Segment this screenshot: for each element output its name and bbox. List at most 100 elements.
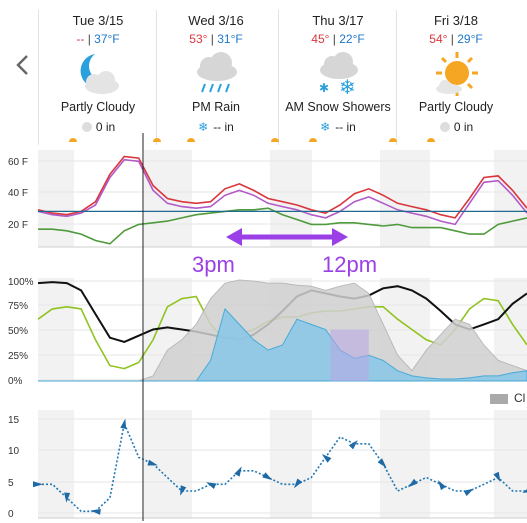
day-temps: 53° | 31°F	[189, 32, 243, 46]
annotation-right-label: 12pm	[322, 252, 378, 277]
svg-text:✱: ✱	[319, 81, 329, 95]
svg-text:❄: ❄	[339, 77, 356, 96]
moon-cloud-icon	[80, 54, 119, 94]
annotation-arrow-right-head	[332, 228, 348, 246]
sunrise-icon	[69, 138, 77, 142]
wind-arrow-icon	[348, 440, 358, 450]
precip-overlap-band	[330, 329, 369, 381]
y-tick-label: 5	[8, 478, 14, 489]
day-high: 45°	[311, 32, 330, 46]
day-condition: Partly Cloudy	[418, 100, 494, 114]
day-column[interactable]: Wed 3/16 53° | 31°F PM Rain ❄ -- in	[153, 10, 275, 145]
precip-dot-icon	[81, 122, 92, 132]
night-band	[270, 150, 312, 247]
legend-label: Cl	[514, 391, 526, 405]
day-low: 37°F	[94, 32, 120, 46]
wind-arrow-icon	[90, 508, 101, 515]
day-temps: 54° | 29°F	[429, 32, 483, 46]
day-label: Tue 3/15	[72, 13, 124, 28]
day-condition: AM Snow Showers	[285, 100, 391, 114]
day-label: Wed 3/16	[188, 13, 244, 28]
day-high: --	[76, 32, 85, 46]
wind-arrow-icon	[180, 485, 187, 496]
wind-arrow-icon	[321, 454, 332, 463]
y-tick-label: 75%	[8, 301, 28, 312]
day-high: 53°	[189, 32, 208, 46]
temperature-chart[interactable]: 60 F 40 F 20 F	[8, 150, 527, 248]
rain-cloud-icon	[197, 52, 237, 93]
sunrise-icon	[309, 138, 317, 142]
day-label: Thu 3/17	[312, 13, 364, 28]
day-precip: ❄ -- in	[198, 120, 234, 134]
wind-arrow-icon	[64, 492, 71, 503]
y-tick-label: 25%	[8, 351, 28, 362]
snow-cloud-icon: ✱ ❄	[319, 52, 358, 96]
y-tick-label: 0	[8, 509, 14, 520]
precip-dot-icon	[439, 122, 450, 132]
y-tick-label: 60 F	[8, 157, 28, 168]
annotation-arrow-left-head	[226, 228, 242, 246]
legend-swatch	[490, 393, 508, 404]
wind-arrow-icon	[463, 488, 474, 497]
day-low: 22°F	[339, 32, 365, 46]
y-tick-label: 100%	[8, 277, 34, 288]
night-band	[494, 410, 527, 518]
snowflake-icon: ❄	[198, 120, 209, 134]
day-precip: 0 in	[397, 120, 515, 134]
series-heat-index	[37, 158, 527, 226]
day-label: Fri 3/18	[433, 13, 479, 28]
day-condition: Partly Cloudy	[60, 100, 136, 114]
sun-cloud-icon	[436, 52, 478, 96]
wind-arrow-icon	[522, 486, 527, 493]
wind-arrow-icon	[120, 418, 127, 430]
series-temperature	[37, 155, 527, 219]
y-tick-label: 50%	[8, 326, 28, 337]
wind-chart[interactable]: 15 10 5 0	[8, 410, 527, 520]
night-band	[380, 410, 430, 518]
chevron-left-icon[interactable]	[12, 52, 34, 78]
wind-arrow-icon	[437, 480, 446, 491]
wind-arrow-icon	[234, 466, 242, 477]
chart-overlay	[142, 133, 348, 521]
day-temps: 45° | 22°F	[311, 32, 365, 46]
day-column[interactable]: Thu 3/17 45° | 22°F ✱ ❄ AM Snow Showers …	[271, 10, 397, 145]
sunrise-icon	[187, 138, 195, 142]
day-precip: ❄ -- in	[320, 120, 356, 134]
day-column[interactable]: Fri 3/18 54° | 29°F Partly Cloudy 0 in	[389, 10, 527, 145]
wind-arrow-icon	[493, 471, 501, 482]
humidity-sky-chart[interactable]: 100% 75% 50% 25% 0%	[8, 277, 527, 387]
day-temps: -- | 37°F	[76, 32, 120, 46]
day-precip: 0 in	[39, 120, 157, 134]
night-band	[270, 410, 312, 518]
day-low: 29°F	[457, 32, 483, 46]
y-tick-label: 40 F	[8, 188, 28, 199]
sunrise-icon	[427, 138, 435, 142]
wind-arrow-icon	[408, 478, 418, 488]
wind-arrow-icon	[262, 472, 273, 481]
y-tick-label: 15	[8, 415, 20, 426]
night-band	[38, 150, 74, 247]
night-band	[38, 410, 74, 518]
annotation-left-label: 3pm	[192, 252, 235, 277]
night-band	[494, 150, 527, 247]
wind-arrow-icon	[377, 458, 387, 468]
legend: Cl	[490, 391, 525, 405]
snowflake-icon: ❄	[320, 120, 331, 134]
day-column[interactable]: Tue 3/15 -- | 37°F Partly Cloudy 0 in	[38, 10, 157, 145]
sunset-icon	[389, 138, 397, 142]
series-dew-point	[38, 207, 527, 245]
wind-arrow-icon	[147, 459, 158, 466]
wind-arrow-icon	[206, 482, 217, 490]
y-tick-label: 10	[8, 446, 20, 457]
y-tick-label: 20 F	[8, 220, 28, 231]
wind-arrow-icon	[33, 481, 43, 488]
series-precip-chance	[38, 307, 527, 382]
sunset-icon	[271, 138, 279, 142]
wind-arrow-icon	[293, 478, 303, 489]
sunset-icon	[153, 138, 161, 142]
y-tick-label: 0%	[8, 376, 23, 387]
day-low: 31°F	[217, 32, 243, 46]
day-condition: PM Rain	[192, 100, 240, 114]
day-high: 54°	[429, 32, 448, 46]
